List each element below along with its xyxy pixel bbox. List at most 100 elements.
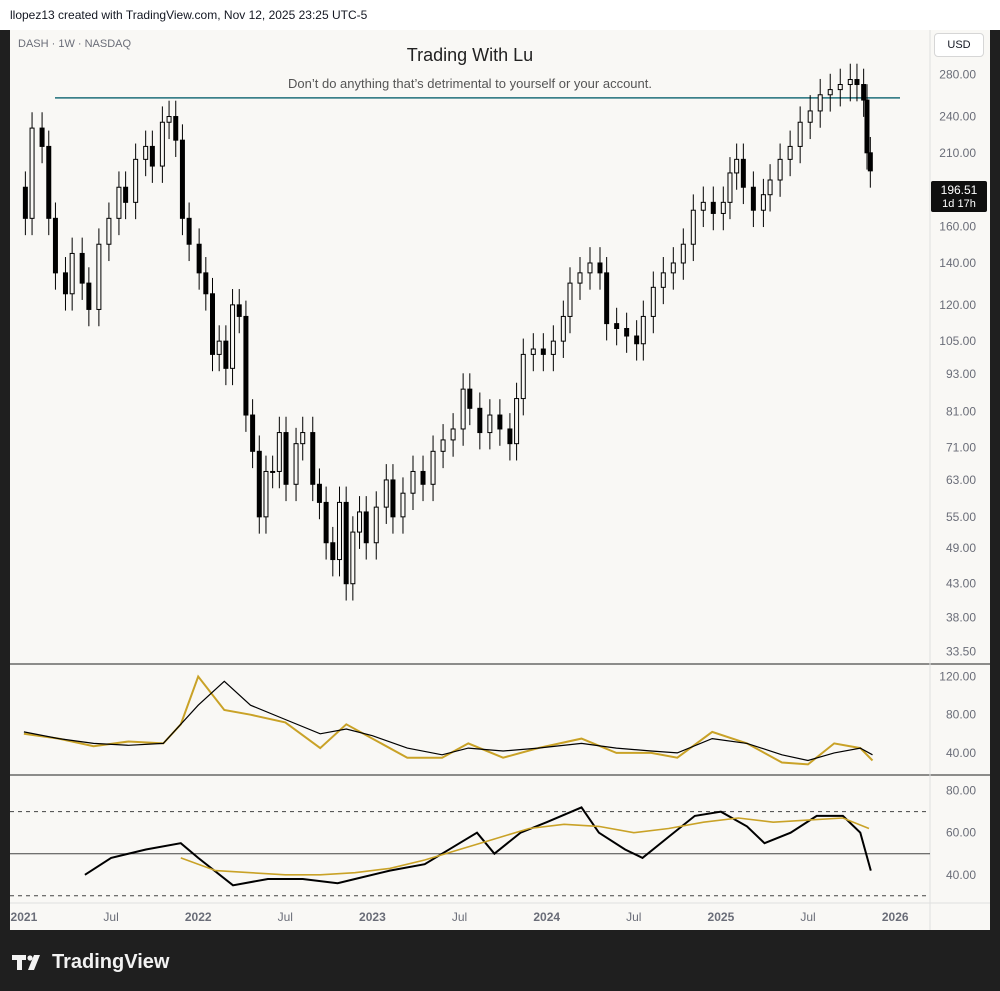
candle-body [767,179,773,196]
candle-body [166,116,172,123]
tradingview-logo[interactable]: TradingView [12,950,169,974]
candle-body [210,293,216,355]
time-axis: 2021 Jul 2022 Jul 2023 Jul 2024 Jul 2025 Jul 2026 [11,910,909,924]
time-tick-label: 2026 [882,910,909,924]
price-tick-label: 160.00 [939,220,976,234]
symbol-label: DASH · 1W · NASDAQ [18,38,132,50]
tradingview-logo-icon [12,955,40,970]
candle-body [514,398,520,445]
candle-body [734,158,740,174]
candle-body [700,201,706,211]
candle-body [807,110,813,123]
price-tick-label: 120.00 [939,298,976,312]
candle-body [477,407,483,434]
candle-body [760,194,766,211]
candle-body [293,443,299,485]
currency-button[interactable]: USD [934,33,984,57]
indicator-2-tick: 60.00 [946,826,976,840]
candle-body [587,262,593,274]
indicator-1-tick: 80.00 [946,708,976,722]
time-tick-label: Jul [800,910,815,924]
candle-body [173,116,179,141]
candle-body [740,158,746,188]
candle-body [256,450,262,518]
candle-body [497,414,503,430]
candle-body [116,186,122,219]
last-price-tag: 196.51 1d 17h [931,181,987,212]
candle-body [837,84,843,91]
time-tick-label: 2021 [11,910,38,924]
candle-body [96,243,102,310]
chart-subtitle: Don’t do anything that’s detrimental to … [288,76,652,91]
time-tick-label: Jul [278,910,293,924]
candle-body [133,158,139,203]
time-tick-label: 2024 [533,910,560,924]
candle-body [827,89,833,96]
candle-body [720,201,726,214]
indicator-2-tick: 40.00 [946,868,976,882]
candle-body [604,272,610,325]
candle-body [507,428,513,445]
price-tick-label: 55.00 [946,510,976,524]
candle-body [467,388,473,409]
price-tick-label: 49.00 [946,541,976,555]
candle-body [660,272,666,288]
candle-body [650,286,656,317]
price-axis: 320.00280.00240.00210.00180.00160.00140.… [939,31,976,658]
price-tick-label: 210.00 [939,146,976,160]
candle-body [727,172,733,203]
candle-body [149,145,155,167]
price-tick-label: 105.00 [939,334,976,348]
price-tick-label: 81.00 [946,405,976,419]
indicator-1-tick: 40.00 [946,746,976,760]
candle-body [867,152,873,172]
candle-body [363,511,369,544]
price-tick-label: 38.00 [946,610,976,624]
candle-body [854,79,860,86]
time-tick-label: 2023 [359,910,386,924]
candle-body [597,262,603,274]
candle-body [430,450,436,485]
candle-body [46,145,52,219]
candle-body [323,501,329,544]
candle-body [690,209,696,245]
pane-dividers [10,30,990,930]
candle-body [357,511,363,533]
time-tick-label: Jul [103,910,118,924]
time-tick-label: Jul [626,910,641,924]
candle-body [680,243,686,264]
candle-body [250,414,256,452]
candle-body [410,470,416,494]
candle-body [79,252,85,284]
price-tick-label: 33.50 [946,645,976,659]
indicator-2-line [180,817,870,876]
candle-body [179,139,185,219]
chart-frame [10,30,990,930]
indicator-2-tick: 80.00 [946,784,976,798]
candle-body [86,282,92,310]
candle-body [52,217,58,274]
price-tick-label: 280.00 [939,68,976,82]
candle-body [390,479,396,518]
candle-body [216,340,222,355]
indicator-2-axis: 80.00 60.00 40.00 [946,784,976,882]
chart-title: Trading With Lu [407,45,533,65]
price-tick-label: 140.00 [939,256,976,270]
candle-body [530,348,536,355]
candle-body [186,217,192,245]
candle-body [634,335,640,345]
price-tick-label: 71.00 [946,440,976,454]
candle-body [400,492,406,518]
candle-body [861,84,867,101]
tradingview-brand-text: TradingView [52,950,170,973]
candles [22,63,900,601]
candle-body [29,127,35,219]
candle-body [550,340,556,355]
candle-body [847,79,853,86]
candle-body [69,252,75,295]
candle-body [343,501,349,585]
candle-body [420,470,426,485]
candle-body [787,145,793,160]
candle-body [710,201,716,214]
